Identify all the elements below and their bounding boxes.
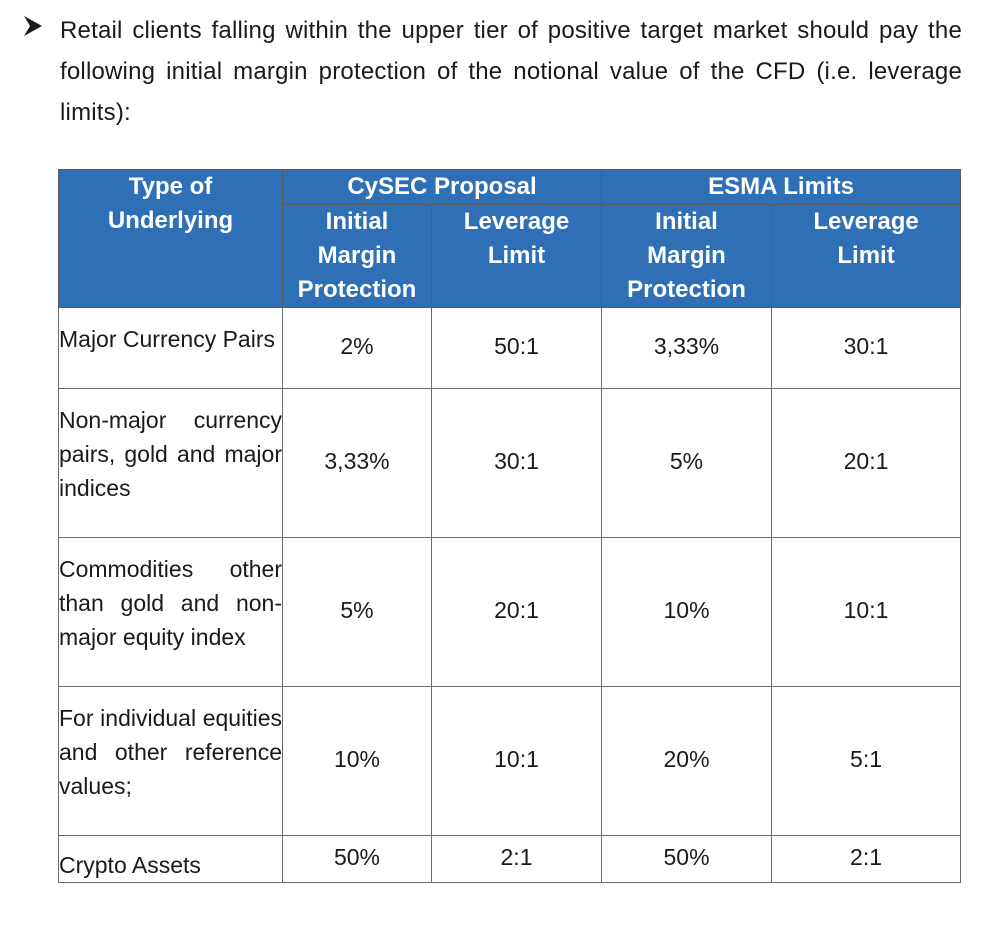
header-esma-limits: ESMA Limits (601, 169, 962, 205)
esma-leverage-value: 20:1 (843, 448, 889, 474)
cell-cysec-leverage: 30:1 (430, 388, 603, 538)
header-esma-leverage-label: Leverage Limit (813, 208, 919, 269)
underlying-text: Commodities other than gold and non-majo… (59, 556, 282, 650)
cell-underlying: For individual equities and other refere… (58, 686, 283, 836)
table-row: Commodities other than gold and non-majo… (58, 537, 962, 687)
cell-esma-leverage: 10:1 (771, 537, 962, 687)
cell-underlying: Commodities other than gold and non-majo… (58, 537, 283, 687)
cell-esma-leverage: 30:1 (771, 307, 962, 389)
underlying-text: Major Currency Pairs (59, 326, 275, 352)
leverage-limits-table: Type of Underlying CySEC Proposal ESMA L… (58, 169, 962, 883)
cell-cysec-margin: 10% (282, 686, 432, 836)
underlying-text: Non-major currency pairs, gold and major… (59, 407, 282, 501)
arrowhead-bullet-icon (22, 14, 44, 38)
cysec-leverage-value: 50:1 (494, 333, 539, 359)
esma-margin-value: 3,33% (653, 333, 720, 359)
cell-cysec-margin: 50% (282, 835, 432, 883)
bullet-text: Retail clients falling within the upper … (60, 17, 962, 126)
esma-margin-value: 20% (663, 746, 710, 772)
header-cysec-initial-margin-label: Initial Margin Protection (297, 208, 417, 303)
cysec-margin-value: 5% (340, 597, 374, 623)
cell-cysec-leverage: 10:1 (430, 686, 603, 836)
cell-esma-margin: 20% (601, 686, 773, 836)
table-row: For individual equities and other refere… (58, 686, 962, 836)
cysec-margin-value: 2% (340, 333, 374, 359)
header-esma-leverage-limit: Leverage Limit (771, 204, 962, 308)
cell-underlying: Crypto Assets (58, 835, 283, 883)
header-cysec-proposal: CySEC Proposal (281, 169, 603, 205)
cell-cysec-margin: 5% (282, 537, 432, 687)
header-cysec-initial-margin: Initial Margin Protection (282, 204, 432, 308)
cysec-leverage-value: 2:1 (500, 844, 533, 870)
cell-esma-margin: 10% (601, 537, 773, 687)
esma-leverage-value: 2:1 (850, 844, 883, 870)
esma-margin-value: 50% (663, 844, 710, 870)
cell-esma-leverage: 5:1 (771, 686, 962, 836)
cysec-leverage-value: 30:1 (494, 448, 539, 474)
cell-cysec-margin: 3,33% (282, 388, 432, 538)
underlying-text: Crypto Assets (59, 852, 201, 878)
header-esma-initial-margin-label: Initial Margin Protection (627, 208, 746, 303)
table-row: Non-major currency pairs, gold and major… (58, 388, 962, 538)
cell-esma-leverage: 20:1 (771, 388, 962, 538)
esma-leverage-value: 30:1 (843, 333, 889, 359)
cell-cysec-margin: 2% (282, 307, 432, 389)
table-row: Crypto Assets 50% 2:1 50% 2:1 (58, 835, 962, 883)
underlying-text: For individual equities and other refere… (59, 705, 282, 799)
esma-leverage-value: 10:1 (843, 597, 889, 623)
header-cysec-leverage-limit: Leverage Limit (430, 204, 603, 308)
esma-margin-value: 5% (669, 448, 704, 474)
cysec-margin-value: 10% (333, 746, 381, 772)
cell-esma-margin: 5% (601, 388, 773, 538)
header-cysec-leverage-label: Leverage Limit (463, 208, 570, 269)
cell-esma-margin: 50% (601, 835, 773, 883)
cysec-leverage-value: 20:1 (494, 597, 539, 623)
cell-esma-leverage: 2:1 (771, 835, 962, 883)
cysec-margin-value: 50% (333, 844, 381, 870)
cell-esma-margin: 3,33% (601, 307, 773, 389)
esma-leverage-value: 5:1 (850, 746, 883, 772)
table-row: Major Currency Pairs 2% 50:1 3,33% 30:1 (58, 307, 962, 389)
header-esma-initial-margin: Initial Margin Protection (601, 204, 773, 308)
cell-underlying: Major Currency Pairs (58, 307, 283, 389)
cell-underlying: Non-major currency pairs, gold and major… (58, 388, 283, 538)
cell-cysec-leverage: 50:1 (430, 307, 603, 389)
esma-margin-value: 10% (663, 597, 710, 623)
cysec-leverage-value: 10:1 (494, 746, 539, 772)
cell-cysec-leverage: 2:1 (430, 835, 603, 883)
cell-cysec-leverage: 20:1 (430, 537, 603, 687)
cysec-margin-value: 3,33% (324, 448, 390, 474)
header-type-of-underlying: Type of Underlying (58, 169, 283, 308)
header-underlying-label: Type of Underlying (107, 173, 234, 234)
